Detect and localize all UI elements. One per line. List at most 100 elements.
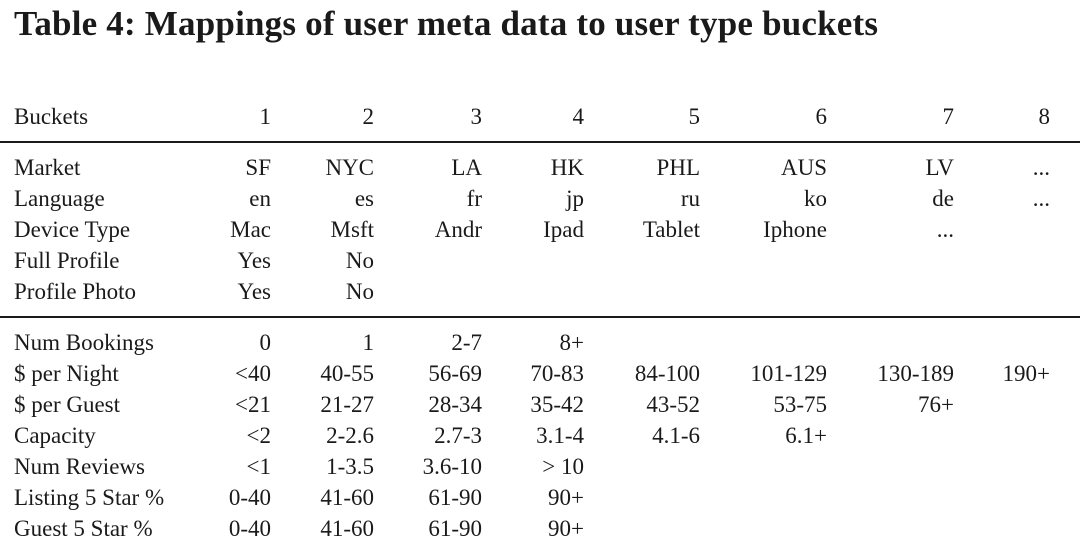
table-cell: 53-75 (773, 392, 827, 417)
table-cell: No (345, 248, 374, 273)
row-label: Full Profile (14, 248, 120, 273)
table-cell: 41-60 (320, 516, 374, 541)
header-col: 2 (362, 104, 375, 129)
table-cell: 190+ (1002, 361, 1050, 386)
table-cell: Msft (330, 217, 374, 242)
table-cell: Mac (230, 217, 271, 242)
table-cell: en (249, 186, 271, 211)
table-cell: 41-60 (320, 485, 374, 510)
table-row: Market SF NYC LA HK PHL AUS LV ... (0, 152, 1080, 183)
table-cell: ... (936, 217, 954, 242)
table-cell: 4.1-6 (652, 423, 700, 448)
table-cell: 56-69 (428, 361, 482, 386)
header-label: Buckets (14, 104, 89, 129)
table-cell: 90+ (548, 516, 584, 541)
row-label: Listing 5 Star % (14, 485, 165, 510)
row-label: Guest 5 Star % (14, 516, 153, 541)
table-cell: ko (804, 186, 827, 211)
table-row: Listing 5 Star % 0-40 41-60 61-90 90+ (0, 482, 1080, 513)
table-cell: Ipad (543, 217, 584, 242)
row-label: Market (14, 155, 81, 180)
table-cell: 40-55 (320, 361, 374, 386)
table-cell: ... (1032, 155, 1050, 180)
row-label: Num Reviews (14, 454, 145, 479)
table-cell: es (354, 186, 374, 211)
table-row: Guest 5 Star % 0-40 41-60 61-90 90+ (0, 513, 1080, 544)
table-cell: Yes (237, 279, 271, 304)
table-cell: 2.7-3 (434, 423, 482, 448)
row-label: Language (14, 186, 105, 211)
header-rule (0, 141, 1080, 143)
table-cell: ... (1032, 186, 1050, 211)
table-cell: Andr (434, 217, 482, 242)
table-row: Device Type Mac Msft Andr Ipad Tablet Ip… (0, 214, 1080, 245)
header-col: 8 (1038, 104, 1051, 129)
table-row: Profile Photo Yes No (0, 276, 1080, 307)
table-row: Num Bookings 0 1 2-7 8+ (0, 327, 1080, 358)
table-cell: Iphone (763, 217, 827, 242)
header-col: 1 (259, 104, 272, 129)
header-col: 4 (572, 104, 585, 129)
row-label: $ per Guest (14, 392, 121, 417)
table-row: Full Profile Yes No (0, 245, 1080, 276)
table-cell: 0-40 (228, 516, 271, 541)
table-cell: 28-34 (428, 392, 482, 417)
table-cell: 0-40 (228, 485, 271, 510)
table-cell: 3.6-10 (422, 454, 482, 479)
table-cell: 61-90 (428, 516, 482, 541)
header-col: 7 (942, 104, 955, 129)
row-label: Capacity (14, 423, 96, 448)
table-cell: NYC (325, 155, 374, 180)
table-cell: <2 (246, 423, 271, 448)
table-cell: 2-7 (451, 330, 482, 355)
table-cell: 35-42 (530, 392, 584, 417)
table-cell: Yes (237, 248, 271, 273)
table-cell: jp (566, 186, 584, 211)
table-cell: <1 (246, 454, 271, 479)
table-cell: de (932, 186, 954, 211)
table-cell: 84-100 (634, 361, 700, 386)
table-cell: Tablet (642, 217, 700, 242)
table-cell: <21 (235, 392, 271, 417)
header-col: 3 (470, 104, 483, 129)
table-cell: 101-129 (750, 361, 827, 386)
table-cell: 3.1-4 (536, 423, 584, 448)
table-cell: No (345, 279, 374, 304)
table-row: $ per Night <40 40-55 56-69 70-83 84-100… (0, 358, 1080, 389)
row-label: Num Bookings (14, 330, 154, 355)
table-header-row: Buckets 1 2 3 4 5 6 7 8 (0, 101, 1080, 132)
group-rule (0, 316, 1080, 318)
table-cell: 2-2.6 (326, 423, 374, 448)
table-cell: 43-52 (646, 392, 700, 417)
table-cell: 70-83 (530, 361, 584, 386)
row-label: $ per Night (14, 361, 119, 386)
header-col: 6 (815, 104, 828, 129)
table-row: Num Reviews <1 1-3.5 3.6-10 > 10 (0, 451, 1080, 482)
table-cell: fr (466, 186, 482, 211)
table-cell: AUS (780, 155, 827, 180)
table-cell: 61-90 (428, 485, 482, 510)
table-cell: > 10 (542, 454, 584, 479)
table-cell: SF (245, 155, 271, 180)
table-cell: 21-27 (320, 392, 374, 417)
table-cell: 76+ (918, 392, 954, 417)
table-cell: 90+ (548, 485, 584, 510)
row-label: Profile Photo (14, 279, 137, 304)
table-cell: LA (451, 155, 482, 180)
table-cell: ru (680, 186, 700, 211)
row-label: Device Type (14, 217, 131, 242)
table-cell: 0 (259, 330, 272, 355)
table-cell: LV (925, 155, 954, 180)
table-cell: 130-189 (877, 361, 954, 386)
table-row: Capacity <2 2-2.6 2.7-3 3.1-4 4.1-6 6.1+ (0, 420, 1080, 451)
table-cell: 1-3.5 (326, 454, 374, 479)
table-cell: 8+ (559, 330, 584, 355)
table-cell: <40 (235, 361, 271, 386)
header-col: 5 (688, 104, 701, 129)
table-cell: 1 (362, 330, 375, 355)
table-row: Language en es fr jp ru ko de ... (0, 183, 1080, 214)
table-row: $ per Guest <21 21-27 28-34 35-42 43-52 … (0, 389, 1080, 420)
table-title: Table 4: Mappings of user meta data to u… (14, 4, 879, 43)
table-cell: 6.1+ (785, 423, 827, 448)
table-cell: PHL (656, 155, 700, 180)
